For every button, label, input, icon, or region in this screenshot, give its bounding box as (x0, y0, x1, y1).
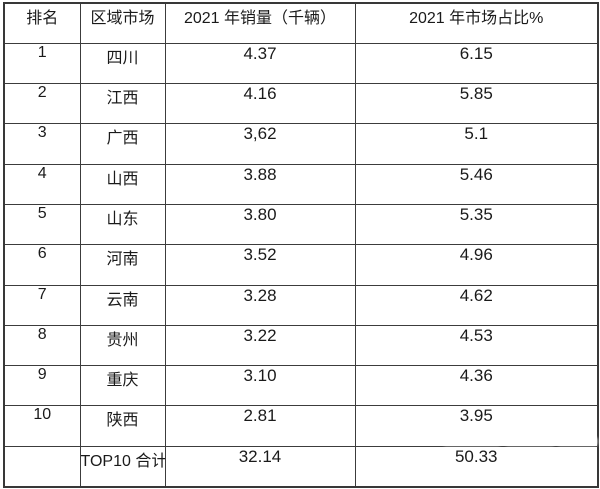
share-cell: 4.62 (354, 284, 599, 326)
region-cell: 河南 (79, 244, 166, 286)
share-cell: 3.95 (354, 405, 599, 447)
header-region-market: 区域市场 (79, 2, 166, 44)
sales-ranking-table-frame: 排名 区域市场 2021 年销量（千辆） 2021 年市场占比% 1 四川 4.… (3, 2, 599, 488)
rank-cell (3, 445, 81, 488)
rank-cell: 1 (3, 42, 81, 85)
sales-cell: 3.88 (164, 163, 356, 205)
rank-cell: 9 (3, 365, 81, 407)
sales-cell: 3.80 (164, 203, 356, 246)
table-row: 10 陕西 2.81 3.95 (3, 405, 599, 447)
region-cell: 贵州 (79, 324, 166, 367)
region-cell: 广西 (79, 123, 166, 165)
sales-cell: 4.16 (164, 83, 356, 125)
share-cell: 5.1 (354, 123, 599, 165)
share-cell: 4.36 (354, 365, 599, 407)
share-cell: 6.15 (354, 42, 599, 85)
sales-cell: 4.37 (164, 42, 356, 85)
rank-cell: 7 (3, 284, 81, 326)
rank-cell: 10 (3, 405, 81, 447)
sales-cell: 32.14 (164, 445, 356, 488)
table-body: 1 四川 4.37 6.15 2 江西 4.16 5.85 3 广西 3,62 … (3, 42, 599, 488)
share-cell: 5.35 (354, 203, 599, 246)
region-cell: 四川 (79, 42, 166, 85)
table-header-row: 排名 区域市场 2021 年销量（千辆） 2021 年市场占比% (3, 2, 599, 44)
region-cell: TOP10 合计 (79, 445, 166, 488)
sales-cell: 3,62 (164, 123, 356, 165)
region-cell: 陕西 (79, 405, 166, 447)
sales-cell: 3.22 (164, 324, 356, 367)
table-row: 5 山东 3.80 5.35 (3, 203, 599, 246)
region-cell: 云南 (79, 284, 166, 326)
table-row: 4 山西 3.88 5.46 (3, 163, 599, 205)
table-row: TOP10 合计 32.14 50.33 (3, 445, 599, 488)
table-row: 2 江西 4.16 5.85 (3, 83, 599, 125)
table-row: 7 云南 3.28 4.62 (3, 284, 599, 326)
table-row: 6 河南 3.52 4.96 (3, 244, 599, 286)
rank-cell: 6 (3, 244, 81, 286)
region-cell: 山东 (79, 203, 166, 246)
share-cell: 50.33 (354, 445, 599, 488)
share-cell: 4.53 (354, 324, 599, 367)
share-cell: 4.96 (354, 244, 599, 286)
region-cell: 重庆 (79, 365, 166, 407)
sales-cell: 3.28 (164, 284, 356, 326)
rank-cell: 3 (3, 123, 81, 165)
rank-cell: 2 (3, 83, 81, 125)
sales-cell: 3.10 (164, 365, 356, 407)
region-cell: 山西 (79, 163, 166, 205)
table-row: 8 贵州 3.22 4.53 (3, 324, 599, 367)
region-cell: 江西 (79, 83, 166, 125)
table-row: 3 广西 3,62 5.1 (3, 123, 599, 165)
header-2021-sales: 2021 年销量（千辆） (164, 2, 356, 44)
table-row: 9 重庆 3.10 4.36 (3, 365, 599, 407)
rank-cell: 8 (3, 324, 81, 367)
sales-cell: 3.52 (164, 244, 356, 286)
header-rank: 排名 (3, 2, 81, 44)
sales-ranking-table: 排名 区域市场 2021 年销量（千辆） 2021 年市场占比% 1 四川 4.… (3, 2, 599, 488)
share-cell: 5.46 (354, 163, 599, 205)
table-row: 1 四川 4.37 6.15 (3, 42, 599, 85)
rank-cell: 4 (3, 163, 81, 205)
rank-cell: 5 (3, 203, 81, 246)
sales-cell: 2.81 (164, 405, 356, 447)
share-cell: 5.85 (354, 83, 599, 125)
header-2021-market-share: 2021 年市场占比% (354, 2, 599, 44)
